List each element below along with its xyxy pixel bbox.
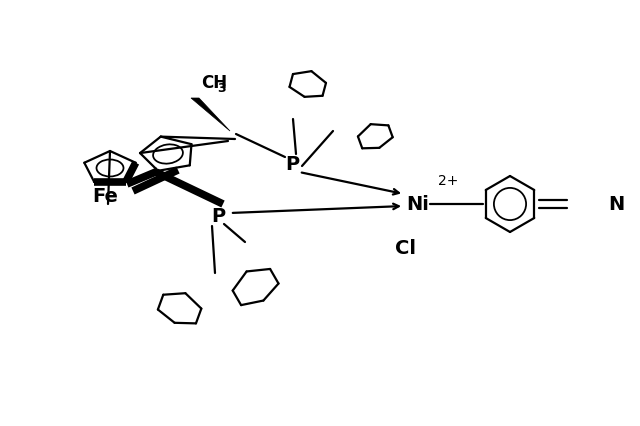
Text: P: P xyxy=(211,207,225,225)
Text: Cl: Cl xyxy=(394,239,415,257)
Text: CH: CH xyxy=(201,74,227,92)
Text: Fe: Fe xyxy=(92,187,118,205)
Text: N: N xyxy=(608,195,624,213)
Text: 2+: 2+ xyxy=(438,174,458,188)
Polygon shape xyxy=(191,98,230,131)
Text: 3: 3 xyxy=(218,82,226,95)
Text: Ni: Ni xyxy=(406,195,429,213)
Text: P: P xyxy=(285,155,299,173)
